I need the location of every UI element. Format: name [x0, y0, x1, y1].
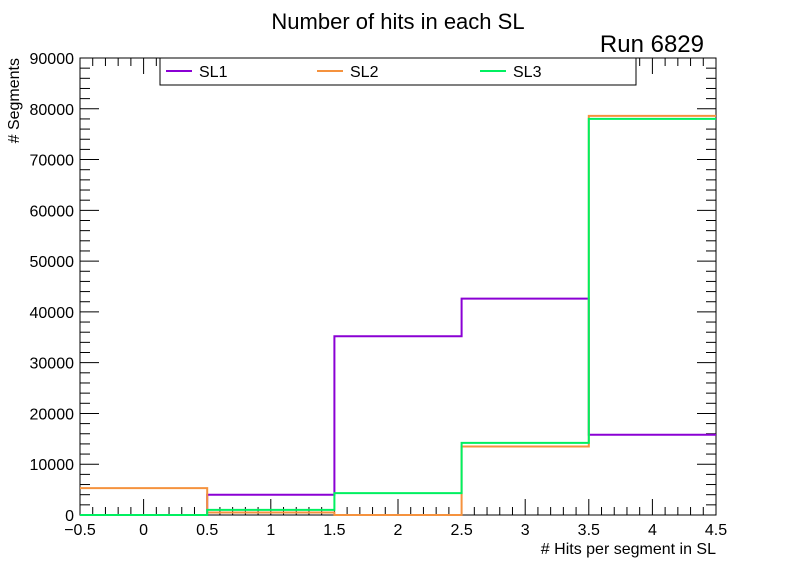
legend-label-sl1: SL1	[199, 64, 228, 81]
x-tick-label: 2.5	[450, 522, 472, 539]
plot-frame	[79, 57, 717, 516]
series-sl3-line	[80, 117, 716, 516]
x-tick-label: 2	[394, 522, 403, 539]
chart-title: Number of hits in each SL	[271, 9, 524, 34]
run-label: Run 6829	[600, 31, 704, 58]
y-tick-label: 90000	[30, 51, 75, 68]
legend: SL1 SL2 SL3	[159, 57, 637, 86]
series-sl2-line	[80, 114, 716, 516]
y-tick-label: 0	[65, 508, 74, 525]
x-tick-label: 0	[139, 522, 148, 539]
x-tick-label: 1.5	[323, 522, 345, 539]
y-tick-label: 40000	[30, 305, 75, 322]
y-tick-label: 20000	[30, 406, 75, 423]
y-tick-label: 30000	[30, 356, 75, 373]
plot-area: −0.5 0 0.5 1 1.5 2 2.5 3 3.5 4 4.50100002000030000…	[30, 51, 728, 539]
legend-box	[159, 57, 637, 86]
legend-label-sl2: SL2	[350, 64, 379, 81]
x-tick-label: 1	[266, 522, 275, 539]
y-tick-label: 60000	[30, 203, 75, 220]
series-sl1-line	[80, 297, 716, 516]
y-tick-label: 10000	[30, 457, 75, 474]
y-tick-label: 80000	[30, 102, 75, 119]
x-tick-label: 0.5	[196, 522, 218, 539]
y-tick-label: 50000	[30, 254, 75, 271]
x-tick-label: −0.5	[64, 522, 96, 539]
x-axis-label: # Hits per segment in SL	[541, 541, 716, 558]
legend-label-sl3: SL3	[513, 64, 542, 81]
x-tick-label: 4.5	[705, 522, 727, 539]
y-axis-label: # Segments	[6, 58, 23, 143]
y-tick-label: 70000	[30, 153, 75, 170]
x-tick-label: 3.5	[578, 522, 600, 539]
x-tick-label: 3	[521, 522, 530, 539]
x-tick-label: 4	[648, 522, 657, 539]
